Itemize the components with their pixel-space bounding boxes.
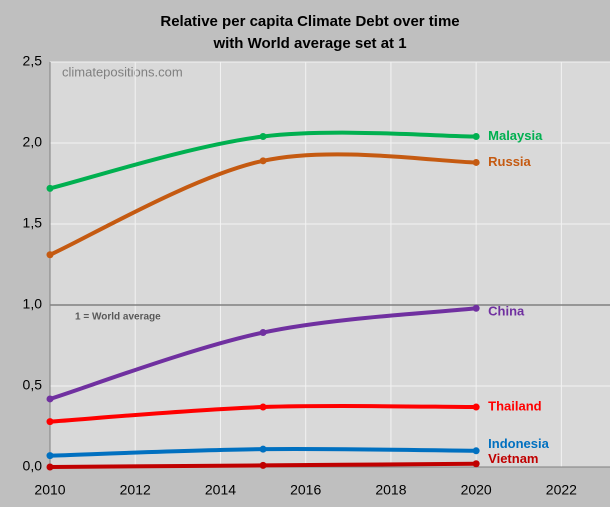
- x-tick-label: 2016: [290, 482, 321, 498]
- x-tick-label: 2012: [120, 482, 151, 498]
- y-tick-label: 0,0: [23, 458, 43, 474]
- x-tick-label: 2014: [205, 482, 236, 498]
- data-point: [46, 418, 54, 426]
- data-point: [46, 395, 54, 403]
- data-point: [46, 463, 54, 471]
- series-label: Indonesia: [488, 436, 549, 451]
- data-point: [472, 403, 480, 411]
- data-point: [472, 447, 480, 455]
- data-point: [259, 133, 267, 141]
- series-label: Russia: [488, 154, 531, 169]
- data-point: [259, 157, 267, 165]
- reference-label: 1 = World average: [75, 312, 161, 323]
- series-label: Thailand: [488, 398, 542, 413]
- x-tick-label: 2010: [34, 482, 65, 498]
- y-tick-label: 0,5: [23, 377, 43, 393]
- y-tick-label: 1,5: [23, 215, 43, 231]
- x-tick-label: 2022: [546, 482, 577, 498]
- x-tick-label: 2020: [461, 482, 492, 498]
- data-point: [472, 158, 480, 166]
- data-point: [46, 452, 54, 460]
- x-tick-label: 2018: [375, 482, 406, 498]
- data-point: [46, 184, 54, 192]
- chart-title: Relative per capita Climate Debt over ti…: [160, 13, 459, 30]
- y-tick-label: 2,5: [23, 53, 43, 69]
- data-point: [472, 133, 480, 141]
- data-point: [472, 304, 480, 312]
- data-point: [259, 329, 267, 337]
- data-point: [259, 445, 267, 453]
- data-point: [472, 460, 480, 468]
- plot-area: [50, 62, 610, 467]
- series-label: Malaysia: [488, 128, 543, 143]
- data-point: [46, 251, 54, 259]
- y-tick-label: 2,0: [23, 134, 43, 150]
- y-tick-label: 1,0: [23, 296, 43, 312]
- chart-subtitle: with World average set at 1: [212, 35, 406, 52]
- data-point: [259, 461, 267, 469]
- data-point: [259, 403, 267, 411]
- series-label: Vietnam: [488, 451, 538, 466]
- watermark: climatepositions.com: [62, 64, 183, 79]
- series-label: China: [488, 304, 525, 319]
